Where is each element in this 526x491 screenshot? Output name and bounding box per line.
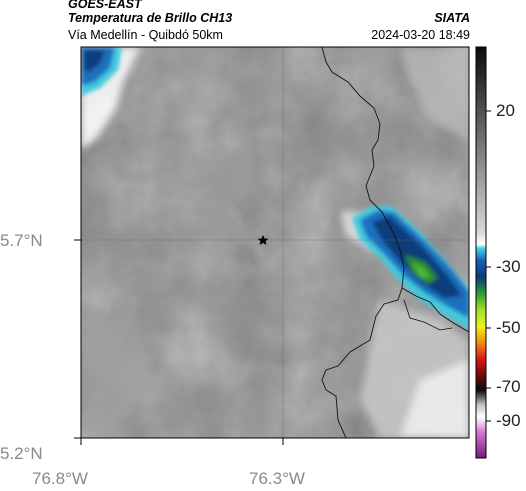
region-label: Vía Medellín - Quibdó 50km: [68, 28, 223, 42]
colorbar-label: -90: [496, 411, 521, 430]
source-label: SIATA: [434, 11, 470, 25]
colorbar-label: -30: [496, 257, 521, 276]
star-icon: [257, 235, 269, 245]
lat-label-5.2N: 5.2°N: [0, 444, 43, 463]
colorbar: [475, 46, 491, 459]
map-header: GOES-EAST Temperatura de Brillo CH13 Vía…: [68, 0, 470, 46]
satellite-label: GOES-EAST: [68, 0, 142, 11]
lon-label-76.3W: 76.3°W: [249, 469, 305, 488]
boundary-line: [321, 47, 405, 438]
lat-label-5.7N: 5.7°N: [0, 231, 43, 250]
colorbar-label: -50: [496, 318, 521, 337]
map-frame: [80, 46, 470, 439]
colorbar-label: -70: [496, 377, 521, 396]
timestamp-label: 2024-03-20 18:49: [371, 28, 470, 42]
lon-label-76.8W: 76.8°W: [32, 469, 88, 488]
cloud-top-left: [81, 47, 122, 96]
colorbar-label: 20: [496, 101, 515, 120]
product-label: Temperatura de Brillo CH13: [68, 11, 233, 25]
map-raster: [81, 47, 469, 438]
